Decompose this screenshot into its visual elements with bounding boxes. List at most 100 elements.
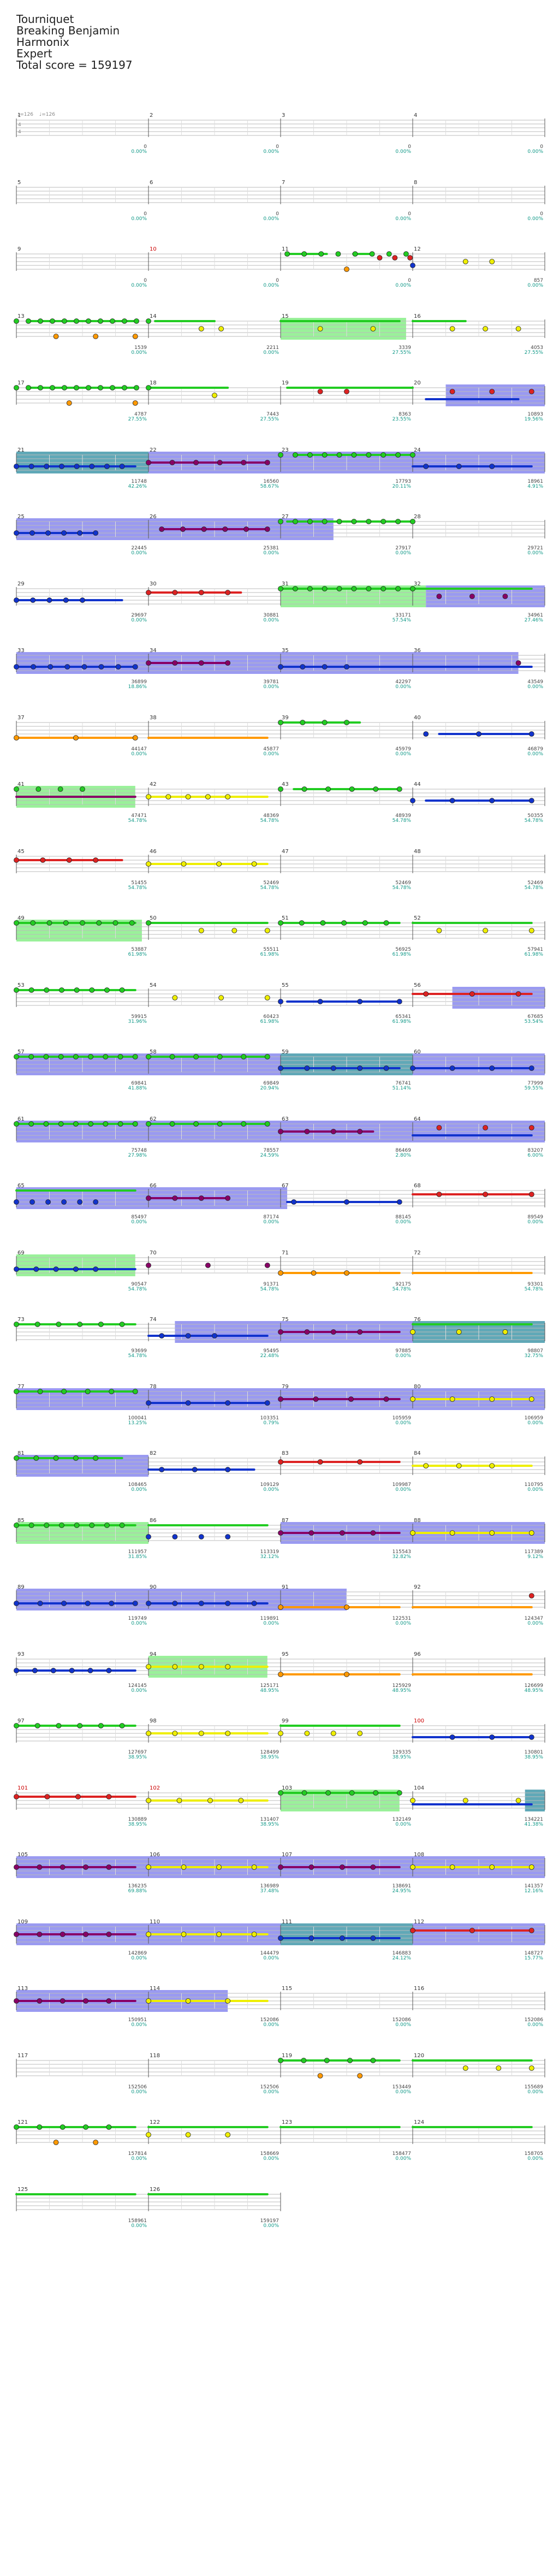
note-gem (64, 664, 70, 670)
measure-score: 111957 (128, 1549, 147, 1555)
note-gem (80, 920, 85, 926)
measure-percent: 54.78% (260, 1287, 280, 1292)
measure-score: 124347 (525, 1616, 543, 1621)
note-gem (34, 1723, 40, 1728)
measure-number: 1 (17, 112, 21, 119)
note-gem (14, 857, 19, 863)
measure-number: 51 (282, 915, 289, 921)
note-gem (278, 1671, 283, 1677)
note-gem (103, 1054, 109, 1059)
measure-number: 106 (150, 1852, 160, 1858)
note-gem (58, 1121, 64, 1127)
measure-number: 92 (414, 1584, 421, 1590)
measure-score: 76741 (395, 1081, 411, 1086)
note-gem (106, 1931, 112, 1937)
note-gem (37, 2124, 43, 2130)
track-svg: 53 54 55 565991531.96%6042361.98%6534161.98… (14, 982, 545, 1025)
measure-percent: 0.00% (395, 1353, 411, 1359)
measure-percent: 27.55% (525, 350, 544, 356)
note-gem (14, 664, 19, 670)
measure-score: 0 (144, 278, 147, 283)
measure-percent: 69.88% (128, 1888, 147, 1894)
note-gem (88, 1121, 94, 1127)
measure-percent: 0.00% (263, 1956, 279, 1961)
note-gem (73, 1455, 79, 1461)
note-gem (28, 1121, 34, 1127)
note-gem (106, 1793, 112, 1799)
note-gem (351, 585, 357, 591)
note-gem (146, 920, 151, 926)
measure-number: 5 (17, 180, 21, 186)
measure-score: 127697 (128, 1750, 147, 1755)
measure-number: 35 (282, 648, 289, 654)
note-gem (28, 987, 34, 993)
note-gem (35, 786, 41, 792)
measure-score: 50355 (527, 813, 543, 819)
note-gem (146, 1663, 151, 1669)
measure-score: 158669 (260, 2151, 280, 2157)
note-gem (205, 1262, 211, 1268)
measure-percent: 0.00% (395, 1420, 411, 1426)
measure-percent: 0.00% (263, 618, 279, 623)
note-gem (528, 1192, 534, 1197)
measure-score: 0 (540, 144, 543, 150)
note-gem (14, 1266, 19, 1272)
note-gem (74, 987, 80, 993)
note-gem (366, 519, 372, 524)
measure-percent: 20.94% (260, 1086, 280, 1091)
measure-percent: 0.00% (263, 751, 279, 757)
note-gem (225, 1601, 231, 1606)
note-gem (264, 1400, 270, 1406)
measure-number: 21 (17, 447, 25, 453)
note-gem (225, 794, 231, 800)
measure-number: 42 (150, 781, 157, 787)
measure-number: 16 (414, 313, 421, 319)
note-gem (456, 1329, 462, 1335)
note-gem (225, 1731, 231, 1736)
note-gem (528, 798, 534, 803)
track-row: 101 102 103 104 130889 38.95% 131407 38.95% 1321… (0, 1782, 559, 1842)
measure-score: 69841 (131, 1081, 147, 1086)
note-gem (502, 1329, 508, 1335)
note-gem (146, 385, 151, 390)
note-gem (132, 1388, 138, 1394)
note-gem (146, 1400, 151, 1406)
note-gem (340, 1935, 345, 1941)
track-row: 109 110 111 112 142869 0.00% 144479 0.00% 146883… (0, 1916, 559, 1976)
measure-score: 92175 (395, 1282, 411, 1287)
measure-score: 125929 (393, 1683, 412, 1689)
note-gem (308, 1935, 314, 1941)
note-gem (357, 1731, 363, 1736)
measure-percent: 0.00% (263, 350, 279, 356)
measure-number: 9 (17, 246, 21, 252)
note-gem (193, 1121, 199, 1127)
measure-percent: 13.25% (128, 1420, 147, 1426)
measure-number: 102 (150, 1785, 160, 1791)
note-gem (395, 585, 401, 591)
note-gem (407, 255, 413, 260)
measure-percent: 54.78% (128, 1287, 147, 1292)
measure-percent: 20.11% (393, 484, 412, 489)
measure-score: 153449 (393, 2085, 412, 2090)
note-gem (185, 1400, 191, 1406)
track-svg: 117 118 119 1201525060.00%1525060.00%153449… (16, 2053, 545, 2095)
note-gem (351, 519, 357, 524)
measure-number: 76 (414, 1317, 421, 1323)
measure-number: 103 (282, 1785, 292, 1791)
measure-score: 45877 (263, 747, 279, 752)
measure-score: 46879 (527, 747, 543, 752)
note-gem (93, 1199, 99, 1205)
note-gem (352, 251, 358, 257)
measure-score: 52469 (263, 880, 279, 886)
measure-percent: 38.95% (525, 1755, 544, 1760)
measure-percent: 38.95% (260, 1755, 280, 1760)
measure-number: 39 (282, 715, 289, 721)
measure-percent: 61.98% (128, 952, 147, 957)
note-gem (489, 1065, 495, 1071)
note-gem (357, 1128, 363, 1134)
note-gem (87, 1667, 93, 1673)
note-gem (104, 987, 110, 993)
note-gem (29, 530, 35, 536)
note-gem (278, 1604, 283, 1610)
